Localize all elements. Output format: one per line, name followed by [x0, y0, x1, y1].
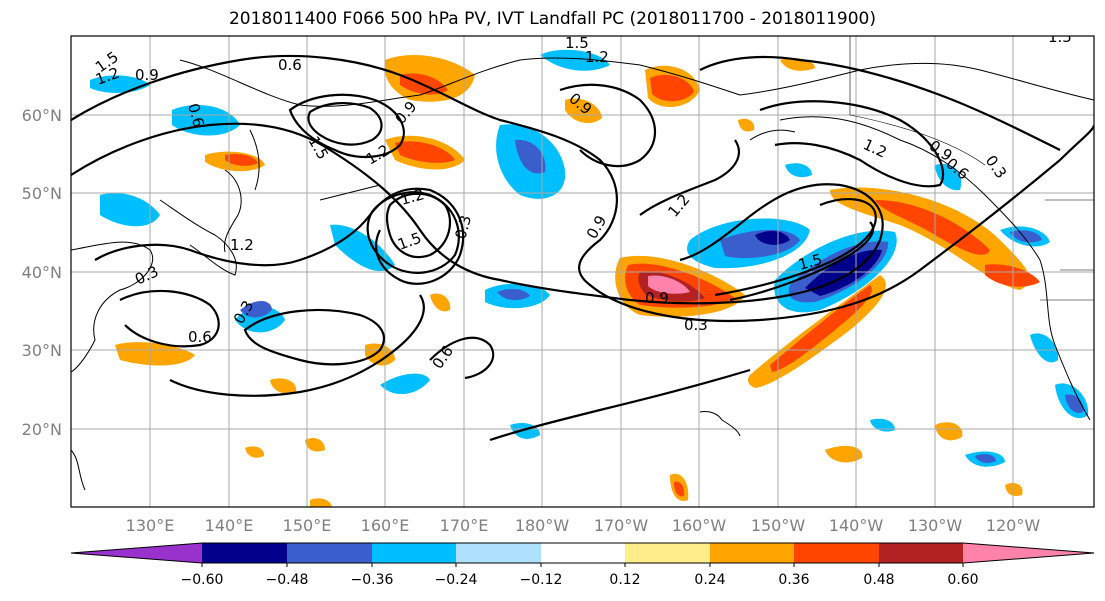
colorbar-tick-label: 0.12: [609, 572, 640, 588]
contour-label: 1.2: [230, 236, 254, 254]
lon-label: 180°W: [515, 516, 570, 535]
lat-label-60n: 60°N: [22, 106, 62, 125]
contour-label: 0.6: [188, 328, 212, 346]
lat-label-50n: 50°N: [22, 184, 62, 203]
lon-label: 150°E: [283, 516, 332, 535]
latitude-labels: 60°N 50°N 40°N 30°N 20°N: [22, 106, 62, 439]
colorbar-seg-0: [71, 543, 202, 563]
colorbar-seg-5: [541, 543, 625, 563]
lon-label: 150°W: [751, 516, 806, 535]
lat-label-40n: 40°N: [22, 263, 62, 282]
colorbar-tick-label: 0.24: [694, 572, 725, 588]
colorbar-tick-label: −0.48: [266, 572, 309, 588]
map-plot-area: 1.5 1.2 0.9 0.6 1.5 1.2 0.9 1.5 1.2 0.9 …: [71, 28, 1094, 507]
lon-label: 120°W: [986, 516, 1041, 535]
pv-contours: [71, 54, 1094, 442]
colorbar-seg-10: [963, 543, 1094, 563]
colorbar: −0.60 −0.48 −0.36 −0.24 −0.12 0.12 0.24 …: [70, 542, 1095, 588]
colorbar-seg-1: [202, 543, 287, 563]
lat-label-20n: 20°N: [22, 420, 62, 439]
contour-label: 1.5: [565, 34, 589, 52]
lon-label: 170°W: [594, 516, 649, 535]
colorbar-seg-8: [794, 543, 879, 563]
contour-label: 0.6: [278, 56, 302, 74]
contour-label: 0.6: [184, 101, 208, 129]
colorbar-tick-label: −0.60: [181, 572, 224, 588]
colorbar-ticks: [201, 563, 964, 567]
colorbar-tick-label: 0.60: [947, 572, 978, 588]
lon-label: 160°E: [361, 516, 410, 535]
lon-label: 130°E: [126, 516, 175, 535]
colorbar-seg-7: [710, 543, 794, 563]
contour-label: 0.9: [645, 289, 669, 307]
contour-label: 1.5: [796, 250, 824, 274]
colorbar-seg-3: [372, 543, 456, 563]
colorbar-seg-9: [879, 543, 963, 563]
colorbar-seg-2: [287, 543, 372, 563]
lon-label: 160°W: [672, 516, 727, 535]
colorbar-tick-label: −0.12: [520, 572, 563, 588]
colorbar-tick-label: 0.36: [778, 572, 809, 588]
contour-label: 1.5: [1048, 28, 1072, 46]
colorbar-tick-label: 0.48: [863, 572, 894, 588]
lon-label: 140°W: [829, 516, 884, 535]
lon-label: 170°E: [440, 516, 489, 535]
colorbar-seg-4: [456, 543, 541, 563]
contour-label: 0.3: [451, 213, 475, 241]
colorbar-tick-label: −0.36: [351, 572, 394, 588]
lon-label: 130°W: [908, 516, 963, 535]
colorbar-tick-label: −0.24: [435, 572, 478, 588]
contour-label: 1.2: [398, 185, 426, 209]
contour-label: 0.3: [684, 316, 708, 334]
contour-label: 0.9: [135, 66, 159, 84]
contour-label: 1.2: [585, 48, 609, 66]
lat-label-30n: 30°N: [22, 341, 62, 360]
lon-label: 140°E: [205, 516, 254, 535]
colorbar-seg-6: [625, 543, 710, 563]
plot-frame: [70, 35, 1095, 508]
longitude-labels: 130°E 140°E 150°E 160°E 170°E 180°W 170°…: [126, 516, 1041, 535]
graticule: [71, 36, 1094, 507]
map-title: 2018011400 F066 500 hPa PV, IVT Landfall…: [228, 9, 876, 29]
coastlines: [71, 57, 1094, 491]
